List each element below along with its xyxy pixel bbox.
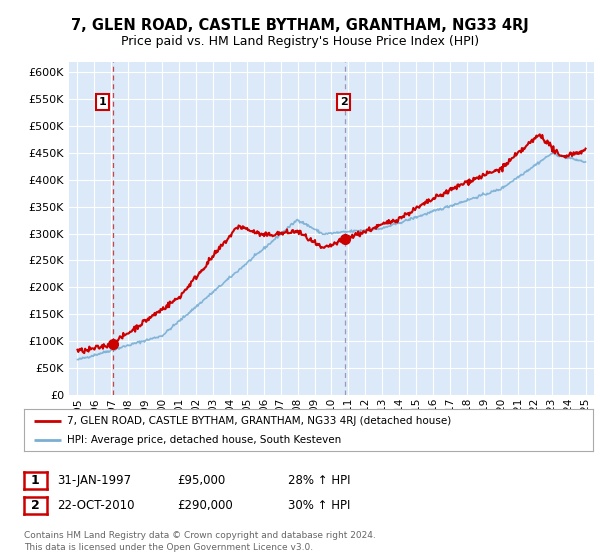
Text: This data is licensed under the Open Government Licence v3.0.: This data is licensed under the Open Gov… bbox=[24, 543, 313, 552]
Text: 28% ↑ HPI: 28% ↑ HPI bbox=[288, 474, 350, 487]
Text: 31-JAN-1997: 31-JAN-1997 bbox=[57, 474, 131, 487]
Text: Contains HM Land Registry data © Crown copyright and database right 2024.: Contains HM Land Registry data © Crown c… bbox=[24, 531, 376, 540]
Text: 1: 1 bbox=[31, 474, 40, 487]
Text: 2: 2 bbox=[340, 97, 347, 107]
Text: 7, GLEN ROAD, CASTLE BYTHAM, GRANTHAM, NG33 4RJ (detached house): 7, GLEN ROAD, CASTLE BYTHAM, GRANTHAM, N… bbox=[67, 416, 451, 426]
Text: £95,000: £95,000 bbox=[177, 474, 225, 487]
Text: 30% ↑ HPI: 30% ↑ HPI bbox=[288, 498, 350, 512]
Text: HPI: Average price, detached house, South Kesteven: HPI: Average price, detached house, Sout… bbox=[67, 435, 341, 445]
Text: Price paid vs. HM Land Registry's House Price Index (HPI): Price paid vs. HM Land Registry's House … bbox=[121, 35, 479, 49]
Text: 1: 1 bbox=[98, 97, 106, 107]
Text: 2: 2 bbox=[31, 498, 40, 512]
Text: 22-OCT-2010: 22-OCT-2010 bbox=[57, 498, 134, 512]
Text: £290,000: £290,000 bbox=[177, 498, 233, 512]
Text: 7, GLEN ROAD, CASTLE BYTHAM, GRANTHAM, NG33 4RJ: 7, GLEN ROAD, CASTLE BYTHAM, GRANTHAM, N… bbox=[71, 18, 529, 32]
